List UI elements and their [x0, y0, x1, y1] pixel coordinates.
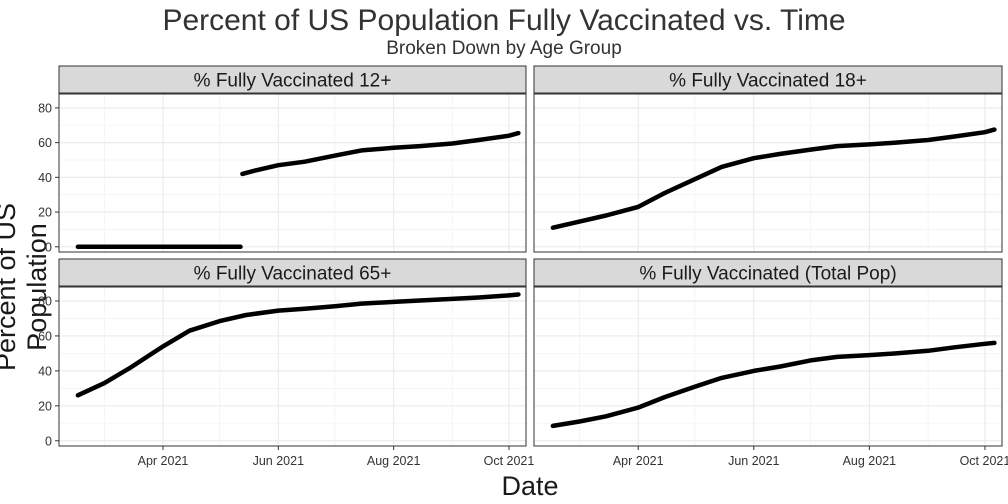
x-axis-label: Date [501, 471, 559, 501]
series-line [550, 340, 997, 429]
x-tick-label: Oct 2021 [960, 454, 1008, 468]
x-tick-label: Jun 2021 [728, 454, 779, 468]
x-tick-label: Jun 2021 [253, 454, 304, 468]
y-tick-label: 60 [38, 136, 52, 150]
x-tick-label: Oct 2021 [484, 454, 535, 468]
x-tick-label: Aug 2021 [367, 454, 421, 468]
panel-border [58, 93, 527, 253]
y-tick-label: 20 [38, 399, 52, 413]
panel-background [59, 94, 526, 252]
y-tick-label: 80 [38, 294, 52, 308]
y-tick-label: 60 [38, 329, 52, 343]
x-tick-label: Apr 2021 [138, 454, 189, 468]
y-tick-label: 40 [38, 171, 52, 185]
facet-strip [58, 258, 527, 287]
facet-strip [533, 258, 1003, 287]
facet-strip [58, 65, 527, 94]
x-tick-label: Aug 2021 [843, 454, 897, 468]
facet-strip [533, 65, 1003, 94]
chart-subtitle: Broken Down by Age Group [386, 38, 622, 59]
panel-border [58, 286, 527, 447]
chart-title: Percent of US Population Fully Vaccinate… [162, 4, 846, 37]
facet-strip-label: % Fully Vaccinated 18+ [669, 71, 867, 92]
x-tick-label: Apr 2021 [613, 454, 664, 468]
y-tick-label: 0 [45, 434, 52, 448]
facet-strip-label: % Fully Vaccinated 65+ [194, 264, 392, 285]
panel-border [533, 93, 1003, 253]
facet-strip-label: % Fully Vaccinated 12+ [194, 71, 392, 92]
series-line [75, 292, 521, 398]
y-tick-label: 20 [38, 206, 52, 220]
panel-background [534, 94, 1002, 252]
y-tick-label: 80 [38, 101, 52, 115]
panel-background [59, 287, 526, 446]
y-tick-label: 0 [45, 240, 52, 254]
facet-strip-label: % Fully Vaccinated (Total Pop) [639, 264, 896, 285]
series-line [550, 127, 997, 230]
series-line [240, 130, 521, 177]
panel-border [533, 286, 1003, 447]
y-tick-label: 40 [38, 364, 52, 378]
